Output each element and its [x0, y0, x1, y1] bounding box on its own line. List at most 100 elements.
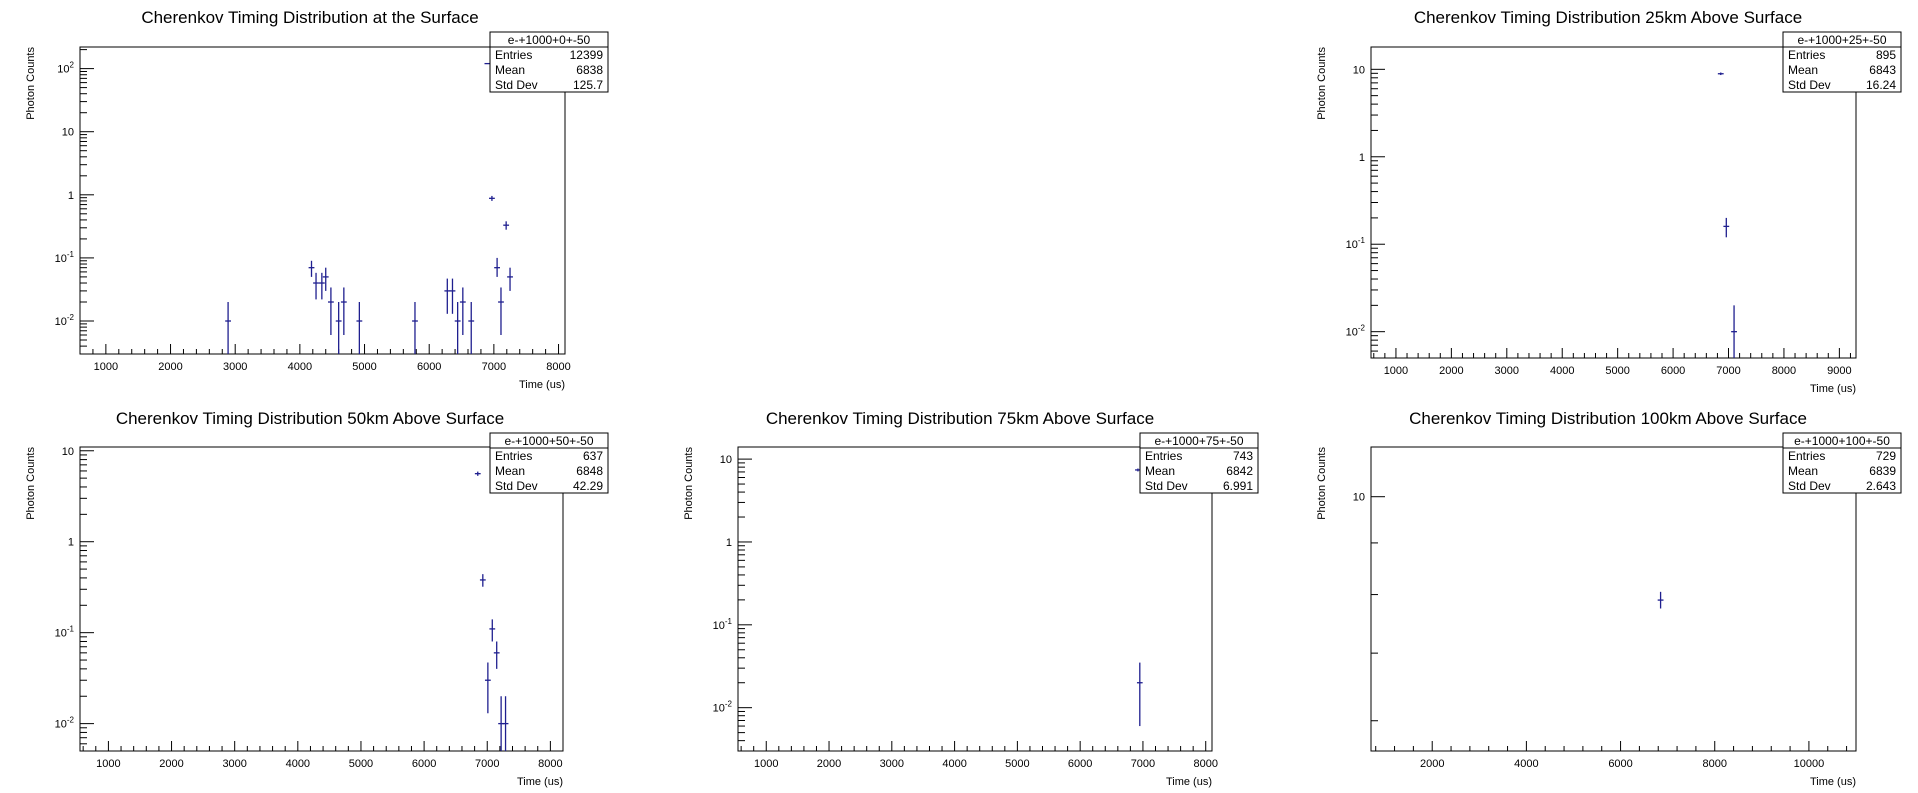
- stats-name: e-+1000+75+-50: [1154, 434, 1243, 448]
- data-point: [489, 195, 495, 201]
- x-tick-label: 8000: [1702, 758, 1726, 770]
- chart-panel-surface: Cherenkov Timing Distribution at the Sur…: [0, 0, 620, 400]
- stats-key: Mean: [1788, 63, 1818, 77]
- x-tick-label: 9000: [1827, 365, 1851, 377]
- data-point: [484, 662, 491, 714]
- data-point: [507, 267, 513, 291]
- x-tick-label: 4000: [1514, 758, 1538, 770]
- stats-box-frame: [489, 432, 609, 494]
- data-point: [503, 221, 510, 230]
- x-tick-label: 2000: [1439, 365, 1463, 377]
- x-tick-label: 1000: [754, 758, 778, 770]
- chart-panel-50km: Cherenkov Timing Distribution 50km Above…: [0, 400, 620, 793]
- data-point: [489, 619, 496, 642]
- data-point: [502, 696, 509, 751]
- x-tick-label: 4000: [942, 758, 966, 770]
- x-tick-label: 1000: [96, 758, 120, 770]
- chart-plot: 1000 2000 3000 4000 5000 6000 7000 8000 10-2 10-1…: [25, 432, 609, 788]
- stats-box-frame: [1782, 31, 1902, 93]
- x-tick-label: 8000: [1193, 758, 1217, 770]
- y-axis-label: Photon Counts: [683, 447, 695, 520]
- chart-title: Cherenkov Timing Distribution 25km Above…: [1413, 8, 1803, 27]
- y-tick-label: 10-1: [713, 617, 733, 632]
- chart-plot: 1000 2000 3000 4000 5000 6000 7000 8000 10-2 10-1…: [683, 432, 1259, 788]
- stats-value: 6848: [576, 464, 603, 478]
- data-point: [412, 302, 418, 354]
- stats-value: 16.24: [1866, 78, 1896, 92]
- data-point: [479, 574, 486, 587]
- stats-name: e-+1000+25+-50: [1797, 33, 1886, 47]
- data-point: [322, 267, 329, 291]
- x-tick-label: 5000: [1005, 758, 1029, 770]
- y-tick-label: 10: [62, 127, 74, 139]
- y-tick-label: 1: [726, 537, 732, 549]
- y-tick-label: 10: [62, 446, 74, 458]
- x-tick-label: 8000: [1772, 365, 1796, 377]
- chart-title: Cherenkov Timing Distribution at the Sur…: [141, 8, 479, 27]
- data-point: [335, 302, 342, 354]
- y-tick-label: 1: [68, 190, 74, 202]
- x-axis-label: Time (us): [1166, 776, 1212, 788]
- x-tick-label: 2000: [1420, 758, 1444, 770]
- chart-title: Cherenkov Timing Distribution 100km Abov…: [1409, 409, 1807, 428]
- stats-box-frame: [1139, 432, 1259, 494]
- data-point: [493, 641, 500, 669]
- stats-key: Entries: [495, 449, 532, 463]
- stats-value: 743: [1233, 449, 1253, 463]
- stats-key: Std Dev: [1145, 479, 1188, 493]
- stats-value: 12399: [570, 48, 604, 62]
- x-tick-label: 3000: [223, 361, 247, 373]
- chart-panel-100km: Cherenkov Timing Distribution 100km Abov…: [1298, 400, 1918, 793]
- y-tick-label: 10-2: [55, 313, 75, 328]
- stats-key: Mean: [1145, 464, 1175, 478]
- stats-name: e-+1000+50+-50: [504, 434, 593, 448]
- x-tick-label: 2000: [159, 758, 183, 770]
- x-tick-label: 10000: [1794, 758, 1825, 770]
- stats-key: Entries: [1145, 449, 1182, 463]
- data-point: [340, 287, 347, 336]
- data-point: [1723, 217, 1730, 238]
- stats-value: 729: [1876, 449, 1896, 463]
- y-tick-label: 10: [1353, 492, 1365, 504]
- x-tick-label: 6000: [1608, 758, 1632, 770]
- data-point: [468, 302, 475, 354]
- chart-title: Cherenkov Timing Distribution 50km Above…: [115, 409, 505, 428]
- x-tick-label: 8000: [538, 758, 562, 770]
- x-tick-label: 6000: [1068, 758, 1092, 770]
- data-point: [1136, 662, 1143, 727]
- x-tick-label: 5000: [352, 361, 376, 373]
- y-tick-label: 10-1: [55, 250, 75, 265]
- x-tick-label: 1000: [94, 361, 118, 373]
- x-tick-label: 7000: [475, 758, 499, 770]
- x-tick-label: 5000: [349, 758, 373, 770]
- x-tick-label: 8000: [546, 361, 570, 373]
- data-point: [459, 287, 466, 336]
- stats-key: Entries: [1788, 48, 1825, 62]
- chart-plot: 2000 4000 6000 8000 10000 10 Time (us) Photon C…: [1316, 432, 1902, 788]
- data-point: [308, 260, 315, 277]
- y-axis-label: Photon Counts: [1316, 447, 1328, 520]
- y-tick-label: 10: [1353, 64, 1365, 76]
- chart-panel-75km: Cherenkov Timing Distribution 75km Above…: [650, 400, 1270, 793]
- stats-key: Std Dev: [495, 78, 538, 92]
- stats-key: Std Dev: [1788, 479, 1831, 493]
- plot-frame: [1370, 46, 1857, 359]
- y-axis-label: Photon Counts: [25, 47, 37, 120]
- data-point: [313, 272, 319, 300]
- data-point: [318, 272, 325, 300]
- x-tick-label: 7000: [1131, 758, 1155, 770]
- data-point: [444, 278, 451, 314]
- y-tick-label: 10-2: [713, 700, 733, 715]
- x-tick-label: 7000: [1716, 365, 1740, 377]
- stats-key: Entries: [495, 48, 532, 62]
- stats-key: Std Dev: [495, 479, 538, 493]
- stats-box-frame: [489, 31, 609, 93]
- y-tick-label: 1: [1359, 152, 1365, 164]
- data-point: [225, 302, 231, 354]
- plot-frame: [79, 446, 564, 752]
- x-tick-label: 2000: [158, 361, 182, 373]
